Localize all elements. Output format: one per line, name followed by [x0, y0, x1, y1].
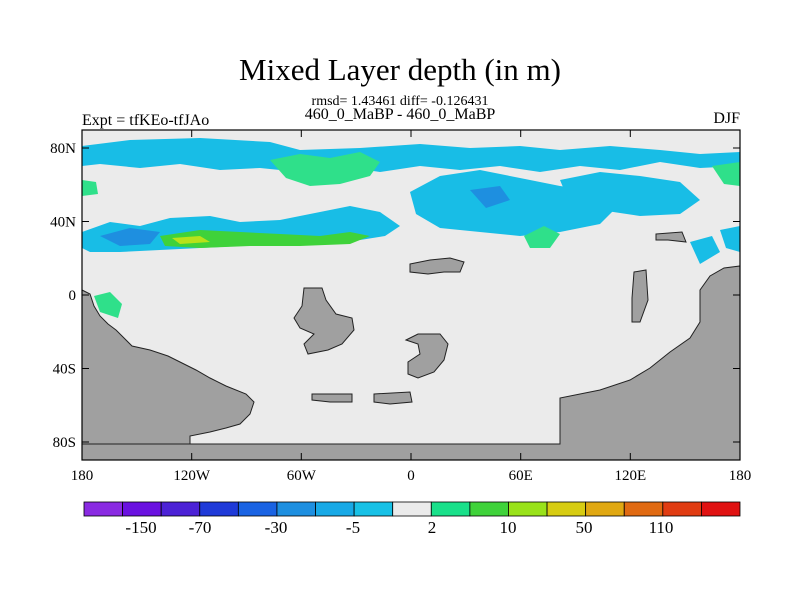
colorbar-label: 110	[649, 518, 674, 537]
colorbar-swatch	[662, 501, 702, 517]
land-west-coast	[81, 289, 255, 445]
land-strip-2	[373, 391, 413, 405]
patch-indian-green	[524, 226, 560, 248]
colorbar-swatch	[199, 501, 239, 517]
colorbar-swatch	[315, 501, 355, 517]
patch-north-pacific-yellowgreen	[172, 236, 210, 244]
colorbar-swatch	[623, 501, 664, 517]
patch-arctic-green	[270, 152, 380, 186]
patch-south-atlantic-green	[94, 292, 122, 318]
patch-north-pacific-green	[160, 230, 370, 248]
patch-east-green	[712, 162, 740, 186]
colorbar-swatch	[508, 501, 548, 517]
colorbar-swatch	[276, 501, 316, 517]
land-north-atlantic	[409, 257, 465, 275]
x-tick-label: 60W	[287, 468, 317, 484]
land-east-column	[631, 269, 649, 323]
chart-title: Mixed Layer depth (in m)	[239, 52, 561, 87]
anomaly-patches	[82, 138, 740, 318]
colorbar-label: 2	[428, 518, 437, 537]
patch-atlantic-blue	[410, 170, 620, 236]
y-ticks	[82, 147, 740, 443]
y-tick-label: 0	[69, 288, 77, 304]
colorbar-labels: -150 -70 -30 -5 2 10 50 110	[125, 518, 673, 537]
y-tick-label: 80S	[53, 435, 76, 451]
colorbar-swatch	[546, 501, 587, 517]
y-tick-label: 40N	[50, 215, 76, 231]
colorbar-label: -5	[346, 518, 360, 537]
patch-east-edge-blue	[690, 236, 720, 264]
season-label: DJF	[713, 110, 740, 127]
experiment-label: Expt = tfKEo-tfJAo	[82, 112, 210, 129]
y-tick-label: 80N	[50, 141, 76, 157]
patch-north-edge-blue	[720, 226, 740, 252]
colorbar-label: -150	[125, 518, 156, 537]
map-panel: 180 120W 60W 0 60E 120E 180 80N 40N 0 40…	[50, 129, 752, 484]
colorbar-swatch	[392, 501, 432, 517]
colorbar-label: 10	[500, 518, 517, 537]
colorbar-swatch	[122, 501, 162, 517]
colorbar-swatch	[430, 501, 471, 517]
x-ticks	[81, 130, 741, 460]
colorbar-label: -70	[189, 518, 212, 537]
x-tick-label: 180	[71, 468, 94, 484]
x-tick-label: 0	[407, 468, 415, 484]
x-tick-label: 60E	[509, 468, 533, 484]
x-tick-label: 180	[729, 468, 752, 484]
land-island-central-north	[293, 287, 355, 355]
colorbar-swatch	[469, 501, 509, 517]
colorbar-label: 50	[576, 518, 593, 537]
colorbar-swatch	[237, 501, 278, 517]
x-tick-label: 120E	[614, 468, 646, 484]
colorbar-swatch	[585, 501, 625, 517]
colorbar-swatch	[83, 501, 123, 517]
land-east-peninsula	[655, 231, 687, 243]
colorbar-label: -30	[265, 518, 288, 537]
y-tick-label: 40S	[53, 362, 76, 378]
colorbar	[83, 501, 741, 517]
patch-asia-blue	[560, 172, 700, 216]
y-tick-labels: 80N 40N 0 40S 80S	[50, 141, 76, 451]
patch-atlantic-deepblue	[470, 186, 510, 208]
patch-north-pacific-deepblue	[100, 228, 160, 246]
colorbar-swatch	[353, 501, 394, 517]
land-strip-1	[311, 393, 353, 403]
colorbar-swatch	[701, 501, 741, 517]
stats-line: rmsd= 1.43461 diff= -0.126431	[311, 94, 489, 109]
x-tick-label: 120W	[173, 468, 211, 484]
land-island-central-south	[404, 333, 449, 379]
x-tick-labels: 180 120W 60W 0 60E 120E 180	[71, 468, 752, 484]
patch-arctic-blue	[82, 138, 740, 172]
comparison-line: 460_0_MaBP - 460_0_MaBP	[304, 106, 496, 123]
patch-pacific-edge-green	[82, 180, 98, 196]
land-masses	[81, 231, 741, 461]
colorbar-swatch	[160, 501, 201, 517]
